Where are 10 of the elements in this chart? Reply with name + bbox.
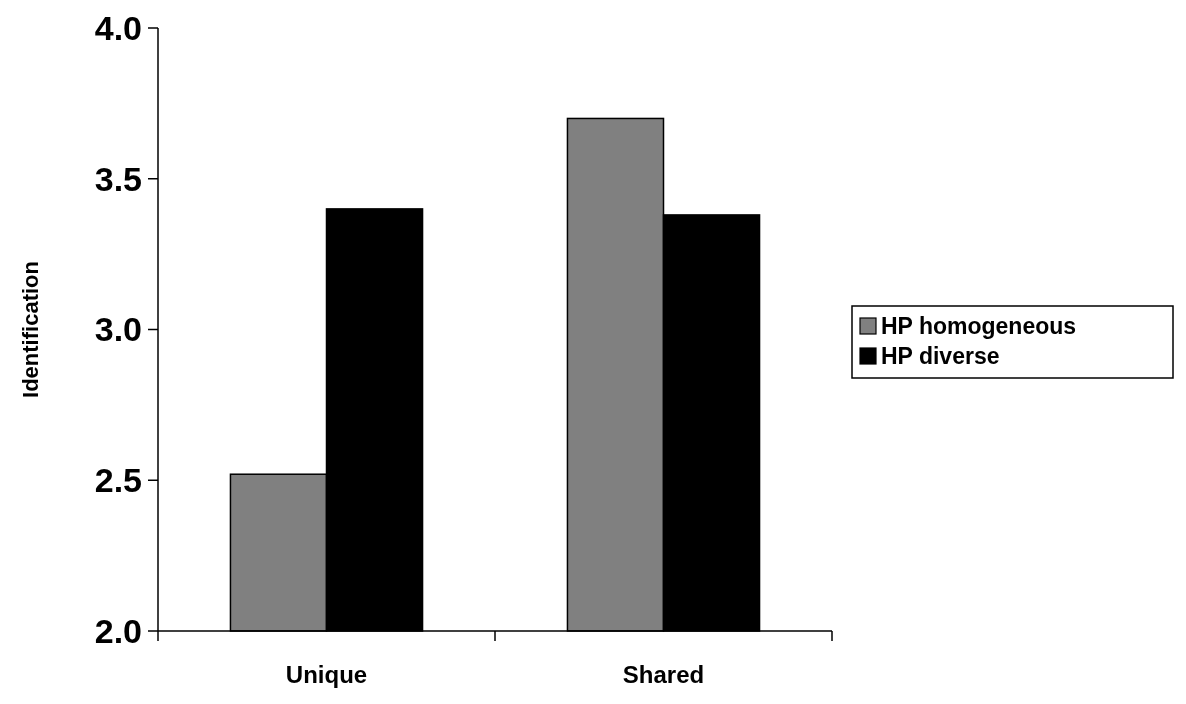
- x-tick-label: Shared: [622, 661, 705, 688]
- y-tick-label: 4.0: [94, 8, 142, 47]
- y-tick-label: 3.5: [94, 159, 142, 198]
- y-tick-label: 2.5: [94, 461, 142, 500]
- y-axis-title: Identification: [18, 261, 43, 398]
- y-tick-label: 2.0: [94, 611, 142, 650]
- y-tick-label: 3.0: [94, 310, 142, 349]
- legend-label: HP homogeneous: [881, 313, 1077, 340]
- x-tick-label: Unique: [285, 661, 368, 688]
- legend-label: HP diverse: [881, 343, 1000, 370]
